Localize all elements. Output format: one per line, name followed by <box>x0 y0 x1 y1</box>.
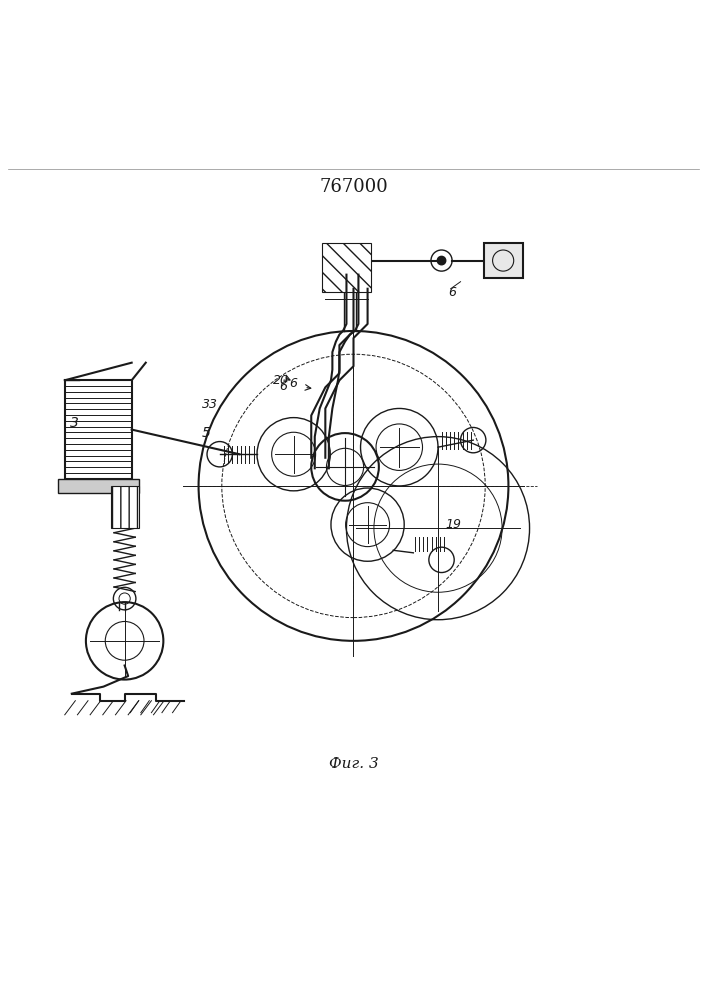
Bar <box>484 243 522 278</box>
Text: 6: 6 <box>289 377 297 390</box>
Text: 19: 19 <box>445 518 461 531</box>
Bar <box>65 380 132 479</box>
Circle shape <box>438 256 445 265</box>
Bar <box>110 486 139 528</box>
Text: 767000: 767000 <box>319 178 388 196</box>
Text: Фиг. 3: Фиг. 3 <box>329 757 378 771</box>
Text: 6: 6 <box>448 286 457 299</box>
Text: 6: 6 <box>279 380 287 393</box>
Bar <box>322 243 371 292</box>
Bar <box>58 479 139 493</box>
Text: 3: 3 <box>70 416 79 430</box>
Text: 20: 20 <box>272 374 288 387</box>
Text: 33: 33 <box>202 398 218 411</box>
Text: 5: 5 <box>202 426 211 440</box>
